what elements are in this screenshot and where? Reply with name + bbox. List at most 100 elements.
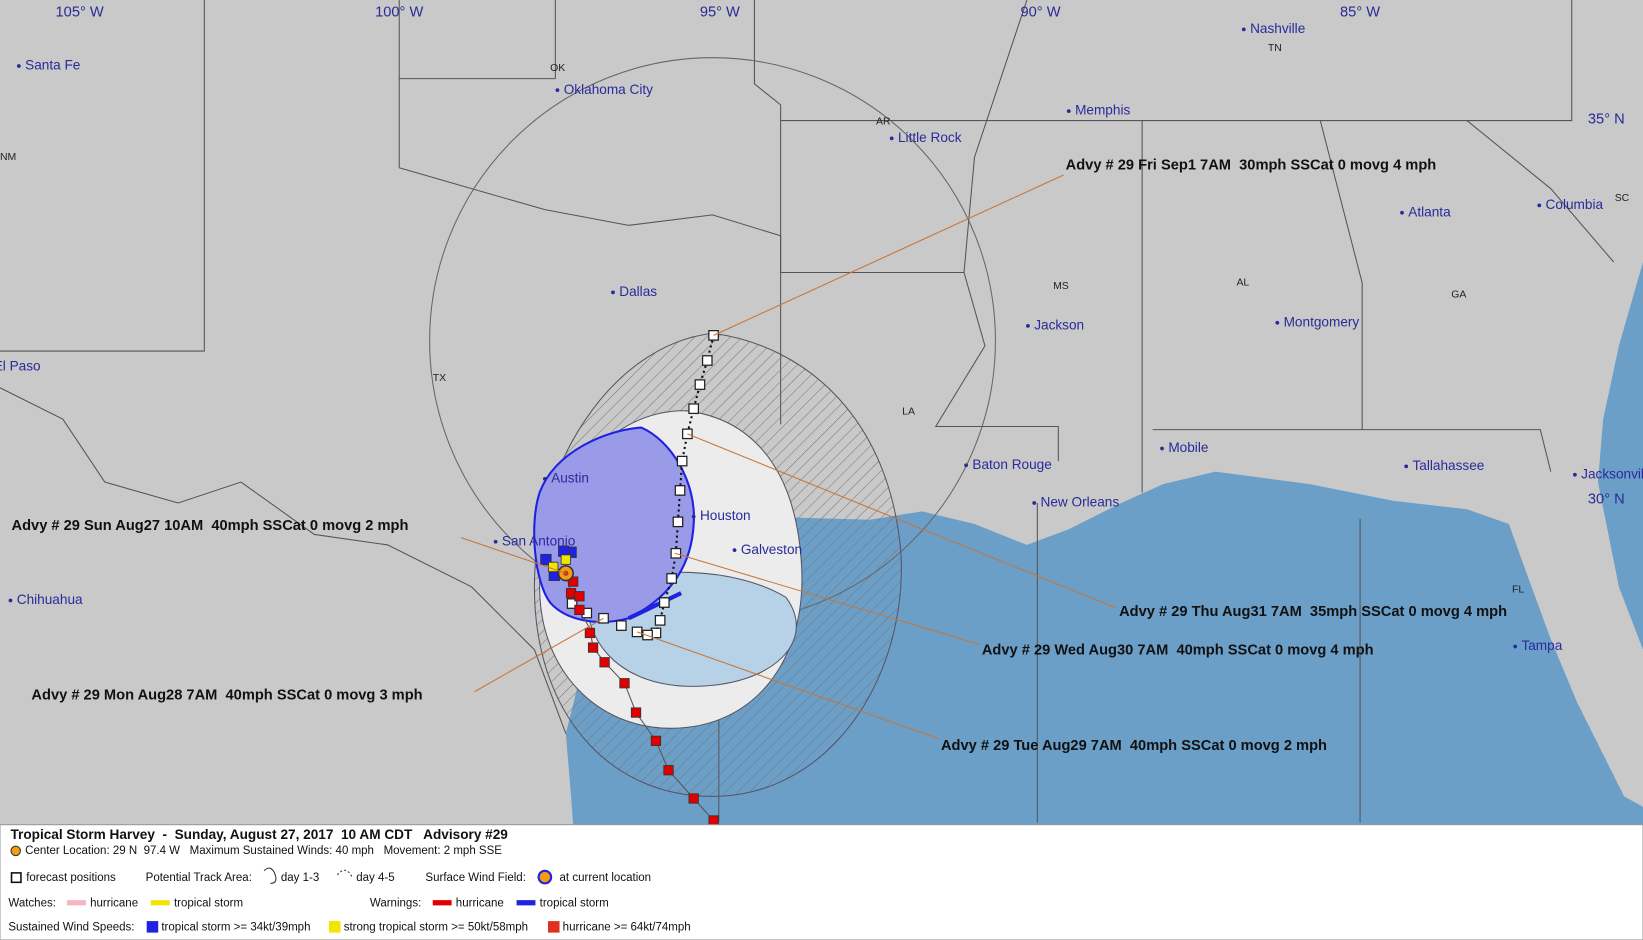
legend-ts-watch [150, 900, 170, 906]
longitude-label: 85° W [1340, 4, 1380, 20]
legend-speed-hurricane: hurricane >= 64kt/74mph [563, 921, 691, 933]
hurricane-position [587, 642, 599, 653]
legend-hurricane-speed [548, 921, 560, 933]
advisory-label: Advy # 29 Tue Aug29 7AM 40mph SSCat 0 mo… [941, 738, 1327, 754]
state-label: FL [1512, 585, 1524, 596]
city-dot [1066, 109, 1071, 114]
legend-wind-field-icon [537, 869, 553, 885]
hurricane-position [584, 627, 596, 639]
legend-day1-3: day 1-3 [281, 872, 319, 884]
legend-swatches [10, 845, 560, 933]
legend-wind-speeds: Sustained Wind Speeds: [8, 921, 134, 933]
hurricane-position [630, 707, 642, 718]
city-dot [1160, 446, 1164, 451]
state-label: LA [902, 407, 915, 418]
city-label: Baton Rouge [972, 457, 1051, 472]
city-label: Montgomery [1284, 314, 1360, 329]
legend-hurricane-warning [432, 900, 452, 906]
legend-warning-hurricane: hurricane [456, 897, 504, 909]
city-dot [16, 64, 21, 68]
city-dot [691, 514, 696, 519]
forecast-position [666, 573, 678, 584]
city-label: Santa Fe [25, 58, 80, 73]
city-label: Atlanta [1408, 204, 1451, 219]
advisory-leader [474, 617, 604, 693]
city-dot [1032, 501, 1037, 505]
state-label: GA [1451, 289, 1466, 300]
advisory-leader [674, 552, 980, 645]
legend-hurricane-watch [67, 900, 86, 906]
state-label: TN [1268, 43, 1282, 54]
state-label: AR [876, 116, 891, 127]
legend-ts-speed [146, 921, 159, 933]
city-dot [732, 548, 737, 553]
city-label: Memphis [1075, 103, 1130, 118]
legend-sts-speed [329, 921, 341, 933]
legend-watch-hurricane: hurricane [90, 897, 138, 909]
legend-title: Tropical Storm Harvey - Sunday, August 2… [10, 827, 508, 842]
city-dot [542, 477, 547, 481]
hurricane-position [650, 735, 662, 746]
city-label: Little Rock [898, 130, 962, 145]
advisory-leader [636, 631, 940, 740]
latitude-label: 30° N [1588, 492, 1625, 508]
city-label: Tampa [1521, 638, 1562, 653]
forecast-position [658, 597, 670, 608]
city-dot [1537, 203, 1542, 208]
legend-day4-5: day 4-5 [356, 872, 394, 884]
advisory-label: Advy # 29 Sun Aug27 10AM 40mph SSCat 0 m… [12, 518, 409, 534]
state-label: AL [1236, 278, 1249, 289]
city-dot [555, 88, 560, 93]
legend-day4-5-icon [336, 869, 353, 878]
city-dot [1026, 324, 1030, 328]
forecast-position [682, 428, 693, 440]
legend-speed-tropical-storm: tropical storm >= 34kt/39mph [161, 921, 310, 933]
legend-track-area: Potential Track Area: [146, 872, 252, 884]
legend-center-info: Center Location: 29 N 97.4 W Maximum Sus… [25, 845, 502, 857]
city-dot [1275, 320, 1280, 325]
strong-tropical-storm-position [560, 554, 571, 565]
state-label: SC [1615, 193, 1630, 204]
legend-warning-tropical-storm: tropical storm [540, 897, 609, 909]
advisory-label: Advy # 29 Mon Aug28 7AM 40mph SSCat 0 mo… [31, 688, 422, 704]
state-borders [0, 0, 1615, 823]
city-label: Austin [551, 471, 589, 486]
map-labels: 105° W 100° W 95° W 90° W 85° W 35° N 30° N San… [0, 4, 1643, 653]
city-label: Galveston [741, 542, 802, 557]
forecast-position [674, 485, 686, 496]
legend-ts-warning [516, 900, 536, 906]
longitude-label: 90° W [1020, 4, 1060, 20]
forecast-position [566, 598, 578, 609]
city-label: Chihuahua [17, 592, 83, 607]
city-label: New Orleans [1040, 495, 1119, 510]
hurricane-position [568, 576, 579, 587]
city-label: Oklahoma City [564, 82, 653, 97]
city-label: Jacksonville [1581, 466, 1643, 481]
tropical-storm-position [540, 553, 552, 566]
city-dot [889, 136, 894, 141]
city-dot [493, 539, 498, 544]
legend-current-location: at current location [560, 872, 652, 884]
forecast-position [688, 403, 700, 415]
forecast-position [694, 379, 706, 390]
city-label: San Antonio [502, 533, 575, 548]
state-label: MS [1053, 281, 1069, 292]
hurricane-position [708, 815, 719, 826]
forecast-position [672, 516, 684, 528]
legend-watch-tropical-storm: tropical storm [174, 897, 243, 909]
city-dot [8, 598, 13, 603]
advisory-label: Advy # 29 Fri Sep1 7AM 30mph SSCat 0 mov… [1066, 157, 1437, 173]
forecast-position [676, 455, 688, 467]
advisory-leader [687, 433, 1117, 609]
longitude-label: 100° W [375, 4, 423, 20]
legend-warnings: Warnings: [370, 897, 421, 909]
legend-watches: Watches: [8, 897, 56, 909]
forecast-position [654, 615, 666, 626]
tropical-storm-warning [627, 591, 682, 621]
state-label: NM [0, 152, 16, 163]
longitude-label: 105° W [56, 4, 104, 20]
state-label: TX [433, 373, 446, 384]
city-label: Tallahassee [1412, 458, 1484, 473]
advisory-label: Advy # 29 Wed Aug30 7AM 40mph SSCat 0 mo… [982, 643, 1374, 659]
